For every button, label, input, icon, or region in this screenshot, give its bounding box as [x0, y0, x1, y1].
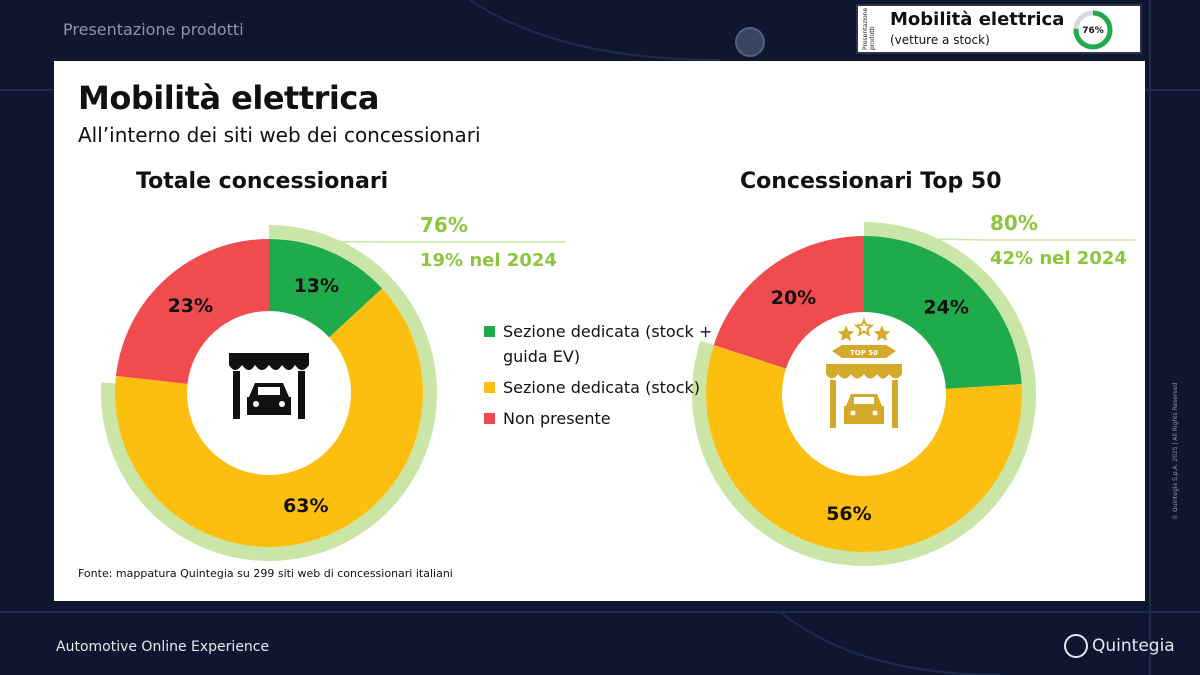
highlight-note: 19% nel 2024 [420, 250, 557, 271]
legend-item: Non presente [484, 406, 723, 431]
brand-logo: Quintegia [1064, 634, 1175, 658]
main-card: Mobilità elettrica All’interno dei siti … [54, 61, 1145, 601]
legend-item: Sezione dedicata (stock) [484, 375, 723, 400]
donut-slice [115, 239, 269, 384]
source-note: Fonte: mappatura Quintegia su 299 siti w… [78, 567, 453, 580]
legend-swatch [484, 382, 495, 393]
donut-slice [706, 345, 1022, 552]
page-title: Mobilità elettrica [78, 79, 379, 117]
footer-title: Automotive Online Experience [56, 639, 270, 655]
section-label: Presentazione prodotti [63, 20, 244, 39]
copyright-note: © Quintegia S.p.A. 2025 | All Rights Res… [1172, 382, 1179, 520]
page-subtitle: All’interno dei siti web dei concessiona… [78, 123, 481, 147]
badge-subtitle: (vetture a stock) [890, 33, 990, 47]
badge-progress-ring: 76% [1073, 10, 1113, 50]
legend-label: Sezione dedicata (stock + guida EV) [503, 322, 713, 366]
badge-ring-label: 76% [1082, 26, 1104, 36]
highlight-note: 42% nel 2024 [990, 248, 1127, 269]
donut-slice [864, 236, 1022, 389]
slice-value-label: 23% [168, 295, 213, 317]
highlight-value: 76% [420, 213, 468, 237]
highlight-value: 80% [990, 211, 1038, 235]
slice-value-label: 20% [771, 287, 816, 309]
legend-swatch [484, 326, 495, 337]
chart2-donut: 24% 56% 20% 80% 42% nel 2024 TOP 50 [692, 211, 1136, 566]
legend-label: Non presente [503, 409, 611, 428]
header-badge: Presentazione prodotti Mobilità elettric… [856, 4, 1142, 54]
chart1-title: Totale concessionari [136, 169, 389, 194]
slice-value-label: 13% [294, 275, 339, 297]
dealership-car-icon [229, 353, 309, 419]
top-50-dealership-icon: TOP 50 [826, 317, 902, 428]
badge-title: Mobilità elettrica [890, 9, 1065, 30]
legend-swatch [484, 413, 495, 424]
legend-label: Sezione dedicata (stock) [503, 378, 701, 397]
badge-side-label: Presentazione prodotti [862, 7, 876, 50]
slice-value-label: 56% [826, 503, 871, 525]
chart1-donut: 13% 63% 23% 76% 19% nel 2024 [101, 213, 566, 561]
slice-value-label: 63% [283, 495, 328, 517]
quintegia-logo-icon [1064, 634, 1088, 658]
legend: Sezione dedicata (stock + guida EV) Sezi… [484, 319, 723, 437]
donut-slice [713, 236, 864, 369]
callout-line [938, 238, 1136, 241]
slice-value-label: 24% [923, 297, 968, 319]
chart2-title: Concessionari Top 50 [740, 169, 1002, 194]
donut-slice [114, 288, 423, 547]
donut-slice [269, 239, 383, 338]
top50-banner-text: TOP 50 [850, 349, 878, 357]
brand-name: Quintegia [1092, 636, 1175, 656]
legend-item: Sezione dedicata (stock + guida EV) [484, 319, 723, 369]
